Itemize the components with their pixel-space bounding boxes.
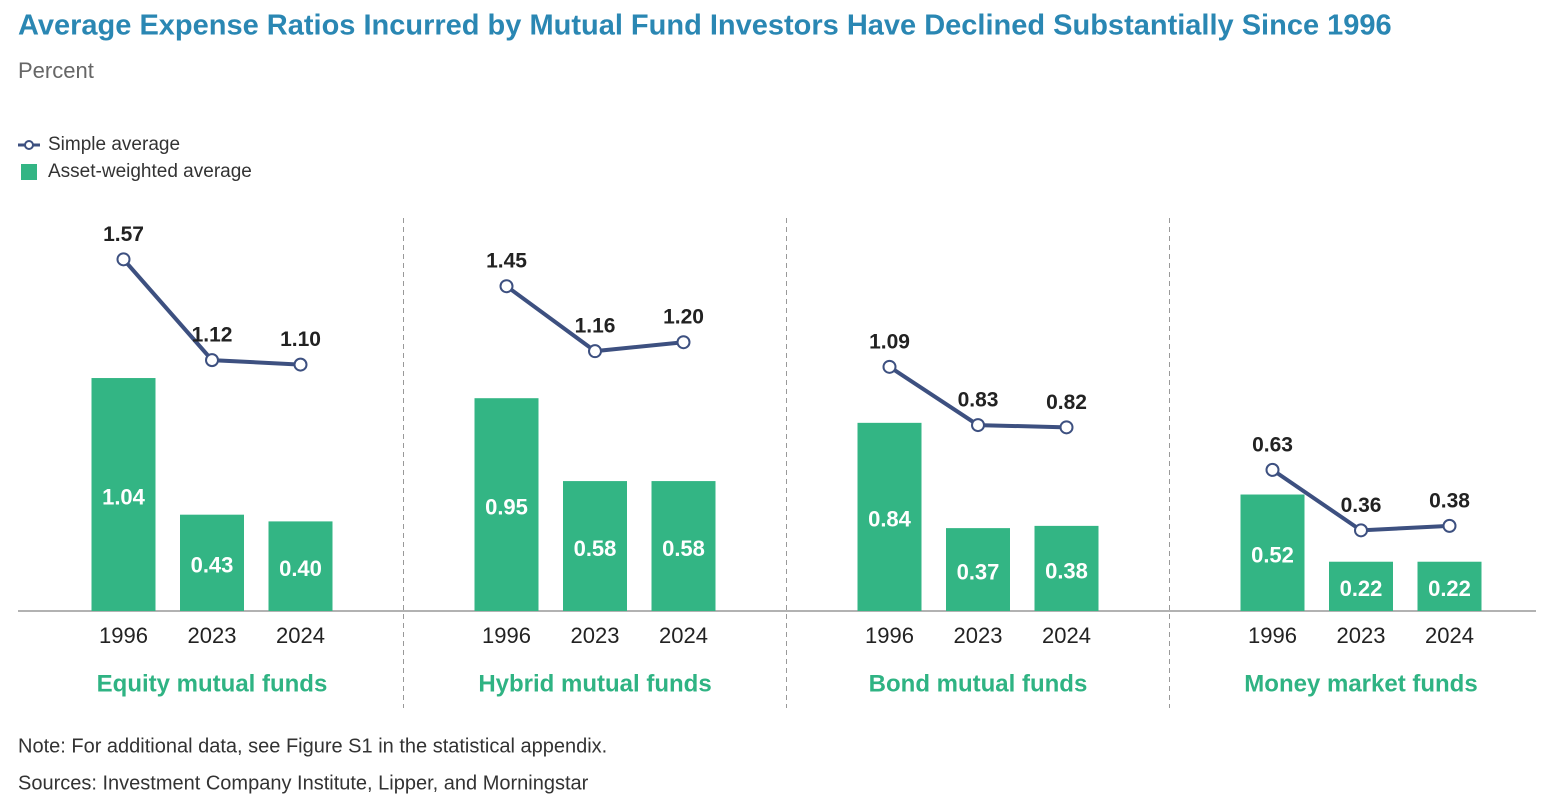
x-tick-label: 1996 [865, 623, 914, 648]
bar [563, 481, 627, 611]
line-value-label: 1.20 [663, 306, 704, 329]
x-tick-label: 2023 [188, 623, 237, 648]
line-marker [1265, 462, 1280, 477]
x-tick-label: 2024 [276, 623, 325, 648]
bar [91, 378, 156, 611]
line-value-label: 1.16 [575, 315, 616, 338]
line-marker [882, 359, 897, 374]
line-value-label: 0.38 [1429, 489, 1470, 512]
line-marker [1059, 420, 1074, 435]
bar-value-label: 0.43 [191, 553, 234, 578]
line-value-label: 1.57 [103, 223, 144, 246]
bar [651, 481, 716, 611]
line-marker [1442, 518, 1457, 533]
x-tick-label: 2023 [954, 623, 1003, 648]
bar-value-label: 0.52 [1251, 543, 1294, 568]
legend-marker [24, 140, 34, 150]
legend-label: Asset-weighted average [48, 161, 252, 182]
bar [1034, 525, 1099, 611]
line-marker [588, 344, 602, 359]
line-value-label: 0.82 [1046, 391, 1087, 414]
bar-value-label: 0.84 [868, 507, 912, 532]
line [121, 258, 301, 367]
x-tick-label: 2024 [659, 623, 708, 648]
x-tick-label: 2023 [571, 623, 620, 648]
panel-label: Hybrid mutual funds [478, 670, 711, 697]
bar-value-label: 0.58 [662, 536, 705, 561]
legend-swatch [21, 164, 37, 180]
line-marker [676, 335, 691, 350]
line-value-label: 0.36 [1341, 494, 1382, 517]
bar [180, 514, 244, 611]
line-marker [205, 353, 219, 368]
chart-subtitle: Percent [18, 58, 94, 83]
line-marker [293, 357, 308, 372]
sources: Sources: Investment Company Institute, L… [18, 772, 589, 794]
line-value-label: 0.63 [1252, 433, 1293, 456]
bar-value-label: 1.04 [102, 484, 146, 509]
line-value-label: 1.45 [486, 250, 527, 273]
line-marker [1354, 523, 1368, 538]
x-tick-label: 1996 [99, 623, 148, 648]
bar [1240, 494, 1305, 611]
panel-label: Bond mutual funds [869, 670, 1088, 697]
bar-value-label: 0.37 [957, 559, 1000, 584]
line-value-label: 1.12 [192, 324, 233, 347]
line-value-label: 1.09 [869, 330, 910, 353]
bar [268, 521, 333, 611]
legend-label: Simple average [48, 134, 180, 155]
x-tick-label: 1996 [482, 623, 531, 648]
bar-value-label: 0.58 [574, 536, 617, 561]
panel-label: Equity mutual funds [97, 670, 328, 697]
bar [1329, 561, 1393, 611]
chart-title: Average Expense Ratios Incurred by Mutua… [18, 10, 1392, 42]
bar [857, 422, 922, 611]
line-marker [116, 252, 131, 267]
x-tick-label: 2024 [1042, 623, 1091, 648]
note: Note: For additional data, see Figure S1… [18, 735, 607, 757]
line-marker [971, 418, 985, 433]
bar [1417, 561, 1482, 611]
bar-value-label: 0.95 [485, 494, 528, 519]
bar-value-label: 0.40 [279, 556, 322, 581]
bar-value-label: 0.22 [1340, 576, 1383, 601]
x-tick-label: 2023 [1337, 623, 1386, 648]
line-value-label: 0.83 [958, 389, 999, 412]
x-tick-label: 2024 [1425, 623, 1474, 648]
line-value-label: 1.10 [280, 328, 321, 351]
panel-label: Money market funds [1244, 670, 1477, 697]
x-tick-label: 1996 [1248, 623, 1297, 648]
bar-value-label: 0.22 [1428, 576, 1471, 601]
bar [474, 398, 539, 611]
bar-value-label: 0.38 [1045, 558, 1088, 583]
bar [946, 528, 1010, 611]
line-marker [499, 279, 514, 294]
